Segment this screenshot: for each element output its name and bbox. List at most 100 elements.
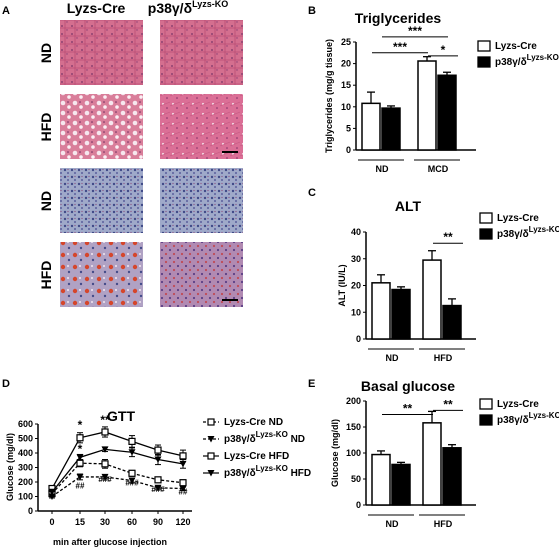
- significance-label: ##: [179, 487, 188, 496]
- legend-label: p38γ/δLyzs-KO: [497, 411, 559, 426]
- data-point: [179, 460, 187, 468]
- y-tick-label: 20: [351, 281, 361, 291]
- data-point: [154, 476, 162, 484]
- legend-label: Lyzs-Cre: [497, 213, 539, 224]
- row-label-hfd-2: HFD: [38, 261, 54, 290]
- col-header-lyzs-cre: Lyzs-Cre: [67, 0, 126, 16]
- data-point: [128, 477, 136, 485]
- x-tick-label: 60: [127, 517, 137, 527]
- bar: [422, 259, 442, 340]
- legend-label: p38γ/δLyzs-KO: [497, 225, 559, 240]
- significance-label: *: [441, 43, 446, 57]
- legend-swatch: [479, 228, 493, 240]
- group-label: ND: [386, 519, 399, 529]
- significance-label: *: [78, 442, 83, 456]
- y-tick-label: 150: [346, 422, 361, 432]
- bar: [391, 288, 411, 340]
- x-tick-label: 15: [75, 517, 85, 527]
- data-point: [207, 418, 215, 426]
- data-point: [207, 470, 215, 477]
- significance-label: ###: [125, 479, 139, 488]
- y-tick-label: 30: [351, 254, 361, 264]
- y-tick-label: 10: [351, 307, 361, 317]
- panel-a-letter: A: [2, 5, 10, 17]
- bar: [442, 304, 462, 340]
- histology-he-ko-hfd: [160, 94, 243, 159]
- panel-a: A Lyzs-Cre p38γ/δLyzs-KO ND HFD ND HFD: [2, 0, 243, 307]
- y-tick-label: 15: [341, 80, 351, 90]
- y-axis-label: Triglycerides (mg/g tissue): [324, 39, 334, 153]
- y-tick-label: 200: [18, 477, 33, 487]
- bar: [422, 422, 442, 506]
- row-label-nd-2: ND: [38, 191, 54, 211]
- significance-label: *: [78, 418, 83, 432]
- group-label: ND: [386, 353, 399, 363]
- y-tick-label: 300: [18, 463, 33, 473]
- y-tick-label: 10: [341, 102, 351, 112]
- x-tick-label: 120: [175, 517, 190, 527]
- histology-he-cre-hfd: [60, 94, 143, 159]
- y-axis-label: ALT (IU/L): [337, 264, 347, 306]
- histology-ihc-cre-hfd: [60, 242, 143, 307]
- chart-title: ALT: [395, 198, 422, 214]
- bar: [391, 463, 411, 506]
- y-tick-label: 400: [18, 448, 33, 458]
- data-point: [179, 479, 187, 487]
- bar: [442, 447, 462, 506]
- data-point: [76, 459, 84, 467]
- data-point: [207, 452, 215, 460]
- chart-title: Triglycerides: [355, 10, 442, 26]
- series-line-group: [48, 446, 187, 496]
- legend-label: Lyzs-Cre ND: [224, 417, 283, 428]
- y-tick-label: 20: [341, 59, 351, 69]
- chart-title: GTT: [107, 408, 135, 424]
- bar: [361, 102, 381, 151]
- data-point: [154, 446, 162, 454]
- group-label: HFD: [434, 519, 453, 529]
- legend-swatch: [479, 398, 493, 410]
- data-point: [207, 436, 215, 443]
- data-point: [101, 428, 109, 436]
- legend-label: p38γ/δLyzs-KO HFD: [224, 464, 311, 479]
- significance-label: ***: [393, 40, 407, 54]
- data-point: [101, 473, 109, 481]
- data-point: [179, 452, 187, 460]
- y-tick-label: 600: [18, 419, 33, 429]
- legend-swatch: [479, 414, 493, 426]
- y-tick-label: 100: [18, 492, 33, 502]
- y-tick-label: 25: [341, 37, 351, 47]
- y-axis-label: Glucose (mg/dl): [5, 433, 15, 501]
- bar: [371, 453, 391, 506]
- data-point: [128, 449, 136, 456]
- chart-gtt: GTT Glucose (mg/dl) min after glucose inje…: [5, 408, 311, 547]
- bar: [381, 107, 401, 151]
- panel-c-letter: C: [308, 187, 316, 199]
- col-header-ko: p38γ/δLyzs-KO: [148, 0, 228, 16]
- y-axis-label: Glucose (mg/dl): [330, 419, 340, 487]
- histology-ihc-ko-hfd: [160, 242, 243, 307]
- significance-label: ###: [98, 475, 112, 484]
- y-tick-label: 200: [346, 396, 361, 406]
- legend-label: Lyzs-Cre HFD: [224, 451, 289, 462]
- panel-d-letter: D: [2, 378, 10, 390]
- y-tick-label: 50: [351, 474, 361, 484]
- legend-swatch: [479, 212, 493, 224]
- row-label-hfd-1: HFD: [38, 113, 54, 142]
- y-tick-label: 0: [356, 334, 361, 344]
- series-line: [51, 431, 184, 489]
- series-line: [51, 448, 184, 493]
- data-point: [154, 484, 162, 492]
- bar: [417, 60, 437, 151]
- x-tick-label: 90: [153, 517, 163, 527]
- data-point: [101, 446, 109, 453]
- data-point: [48, 489, 56, 496]
- y-tick-label: 0: [356, 500, 361, 510]
- legend-label: p38γ/δLyzs-KO: [495, 53, 559, 68]
- data-point: [76, 434, 84, 442]
- histology-he-cre-nd: [60, 20, 143, 85]
- bar: [437, 74, 457, 151]
- x-axis-label: min after glucose injection: [53, 537, 167, 547]
- y-tick-label: 0: [346, 145, 351, 155]
- chart-alt: ALT ALT (IU/L) 0 10 20 30 40 ND HFD Lyzs-Crep38γ/…: [337, 198, 559, 363]
